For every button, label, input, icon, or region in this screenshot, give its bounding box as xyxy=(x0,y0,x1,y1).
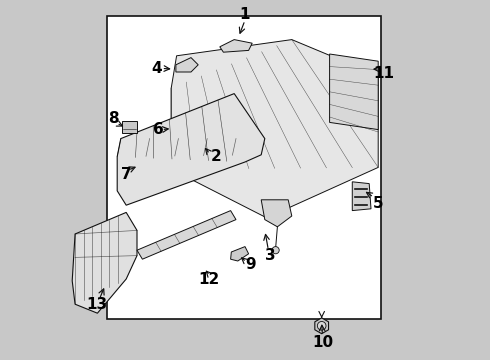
Text: 12: 12 xyxy=(198,271,220,287)
Polygon shape xyxy=(72,212,137,313)
Text: 1: 1 xyxy=(240,7,250,22)
Polygon shape xyxy=(220,40,252,52)
Text: 8: 8 xyxy=(108,111,119,126)
Polygon shape xyxy=(352,182,371,211)
Polygon shape xyxy=(117,94,265,205)
Polygon shape xyxy=(137,211,236,259)
Text: 11: 11 xyxy=(373,66,394,81)
Text: 2: 2 xyxy=(211,149,221,164)
Text: 7: 7 xyxy=(121,167,131,182)
Polygon shape xyxy=(261,200,292,227)
Polygon shape xyxy=(315,318,328,334)
Text: 9: 9 xyxy=(245,257,256,272)
Polygon shape xyxy=(231,247,248,261)
Text: 5: 5 xyxy=(373,196,384,211)
Text: 4: 4 xyxy=(151,61,162,76)
Polygon shape xyxy=(171,40,378,218)
Bar xyxy=(122,121,137,133)
Text: 10: 10 xyxy=(312,335,333,350)
Bar xyxy=(107,16,381,319)
Text: 3: 3 xyxy=(265,248,275,263)
Polygon shape xyxy=(330,54,378,130)
Circle shape xyxy=(272,247,279,254)
Text: 6: 6 xyxy=(153,122,164,137)
Circle shape xyxy=(318,321,326,330)
Polygon shape xyxy=(176,58,198,72)
Text: 13: 13 xyxy=(86,297,107,312)
